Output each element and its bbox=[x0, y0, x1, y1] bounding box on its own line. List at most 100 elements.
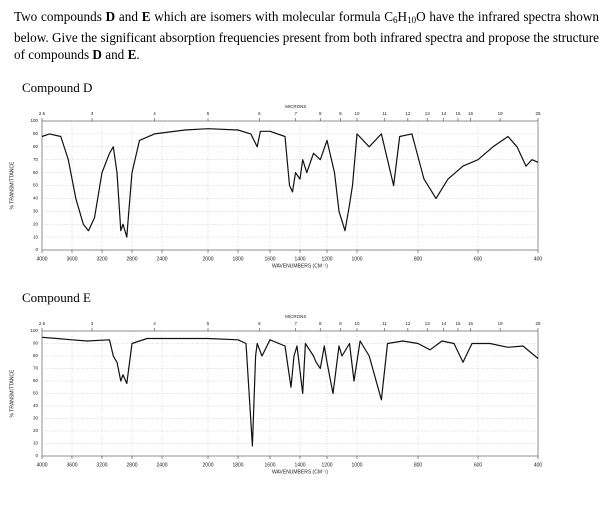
y-tick-label: 100 bbox=[30, 328, 38, 333]
x2-tick-label: 25 bbox=[535, 321, 541, 326]
question-text: O have the infrared spectra shown below.… bbox=[14, 9, 599, 62]
y-axis-label: % TRANSMITTANCE bbox=[9, 369, 15, 418]
x-tick-label: 1200 bbox=[321, 256, 332, 262]
y-tick-label: 30 bbox=[33, 416, 39, 421]
x2-tick-label: 7 bbox=[294, 321, 297, 326]
x2-tick-label: 8 bbox=[319, 321, 322, 326]
x2-tick-label: 6 bbox=[258, 111, 261, 116]
y-tick-label: 100 bbox=[30, 118, 38, 123]
x-tick-label: 1600 bbox=[264, 462, 275, 468]
x2-tick-label: 7 bbox=[294, 111, 297, 116]
x2-tick-label: 2.5 bbox=[39, 111, 46, 116]
y-tick-label: 70 bbox=[33, 366, 39, 371]
x-tick-label: 1000 bbox=[351, 462, 362, 468]
y-tick-label: 50 bbox=[33, 183, 39, 188]
x-tick-label: 600 bbox=[474, 256, 483, 262]
x2-tick-label: 6 bbox=[258, 321, 261, 326]
x2-tick-label: 4 bbox=[153, 111, 156, 116]
y-tick-label: 70 bbox=[33, 157, 39, 162]
question: Two compounds D and E which are isomers … bbox=[14, 8, 599, 63]
x-tick-label: 400 bbox=[534, 256, 543, 262]
x-tick-label: 1400 bbox=[294, 462, 305, 468]
x-tick-label: 2400 bbox=[156, 256, 167, 262]
y-tick-label: 90 bbox=[33, 341, 39, 346]
question-text: and bbox=[115, 9, 142, 24]
y-tick-label: 40 bbox=[33, 403, 39, 408]
x2-axis-label: MICRONS bbox=[285, 314, 306, 319]
y-tick-label: 10 bbox=[33, 441, 39, 446]
x-tick-label: 3200 bbox=[96, 256, 107, 262]
x2-tick-label: 14 bbox=[441, 321, 447, 326]
x2-tick-label: 16 bbox=[468, 111, 474, 116]
chart-title: Compound D bbox=[22, 80, 92, 95]
x-tick-label: 800 bbox=[414, 256, 423, 262]
x2-axis-label: MICRONS bbox=[285, 104, 306, 109]
y-tick-label: 0 bbox=[35, 247, 38, 252]
x-tick-label: 1800 bbox=[232, 462, 243, 468]
y-tick-label: 20 bbox=[33, 428, 39, 433]
spectrum-line bbox=[41, 128, 539, 238]
x-tick-label: 1400 bbox=[294, 256, 305, 262]
x-tick-label: 4000 bbox=[36, 462, 47, 468]
x-tick-label: 800 bbox=[414, 462, 423, 468]
x2-tick-label: 14 bbox=[441, 111, 447, 116]
question-text: E bbox=[141, 9, 151, 24]
x2-tick-label: 2.5 bbox=[39, 321, 46, 326]
x2-tick-label: 9 bbox=[339, 321, 342, 326]
x-axis-label: WAVENUMBERS (CM⁻¹) bbox=[272, 263, 328, 269]
x2-tick-label: 12 bbox=[405, 111, 411, 116]
x-axis-label: WAVENUMBERS (CM⁻¹) bbox=[272, 469, 328, 475]
x2-tick-label: 19 bbox=[498, 111, 504, 116]
question-text: 10 bbox=[407, 15, 417, 25]
x2-tick-label: 3 bbox=[91, 111, 94, 116]
x2-tick-label: 9 bbox=[339, 111, 342, 116]
x2-tick-label: 4 bbox=[153, 321, 156, 326]
x2-tick-label: 11 bbox=[382, 111, 387, 116]
x2-tick-label: 15 bbox=[455, 111, 461, 116]
x-tick-label: 2800 bbox=[126, 256, 137, 262]
x-tick-label: 1800 bbox=[232, 256, 243, 262]
x-tick-label: 2000 bbox=[202, 256, 213, 262]
y-tick-label: 20 bbox=[33, 221, 39, 226]
y-tick-label: 50 bbox=[33, 391, 39, 396]
x-tick-label: 3600 bbox=[66, 462, 77, 468]
question-text: and bbox=[101, 47, 128, 62]
question-text: Two compounds bbox=[14, 9, 106, 24]
x2-tick-label: 8 bbox=[319, 111, 322, 116]
question-text: 6 bbox=[393, 15, 398, 25]
x-tick-label: 400 bbox=[534, 462, 543, 468]
y-tick-label: 80 bbox=[33, 144, 39, 149]
x-tick-label: 2400 bbox=[156, 462, 167, 468]
x-tick-label: 1600 bbox=[264, 256, 275, 262]
question-text: which are isomers with molecular formula… bbox=[150, 9, 394, 24]
question-text: D bbox=[92, 47, 102, 62]
y-tick-label: 0 bbox=[35, 453, 38, 458]
chart-title: Compound E bbox=[22, 290, 91, 305]
x-tick-label: 2000 bbox=[202, 462, 213, 468]
x-tick-label: 3600 bbox=[66, 256, 77, 262]
x2-tick-label: 11 bbox=[382, 321, 387, 326]
x2-tick-label: 16 bbox=[468, 321, 474, 326]
x2-tick-label: 19 bbox=[498, 321, 504, 326]
x-tick-label: 1200 bbox=[321, 462, 332, 468]
x2-tick-label: 10 bbox=[354, 321, 360, 326]
y-axis-label: % TRANSMITTANCE bbox=[9, 161, 15, 210]
x-tick-label: 1000 bbox=[351, 256, 362, 262]
x2-tick-label: 5 bbox=[207, 321, 210, 326]
question-text: E bbox=[127, 47, 137, 62]
question-text: H bbox=[397, 9, 408, 24]
question-text: D bbox=[105, 9, 116, 24]
y-tick-label: 40 bbox=[33, 196, 39, 201]
y-tick-label: 90 bbox=[33, 131, 39, 136]
x2-tick-label: 12 bbox=[405, 321, 411, 326]
x2-tick-label: 5 bbox=[207, 111, 210, 116]
spectrum-line bbox=[41, 336, 539, 447]
y-tick-label: 60 bbox=[33, 378, 39, 383]
x-tick-label: 4000 bbox=[36, 256, 47, 262]
y-tick-label: 10 bbox=[33, 234, 39, 239]
x2-tick-label: 15 bbox=[455, 321, 461, 326]
x2-tick-label: 3 bbox=[91, 321, 94, 326]
question-text: . bbox=[136, 47, 140, 62]
